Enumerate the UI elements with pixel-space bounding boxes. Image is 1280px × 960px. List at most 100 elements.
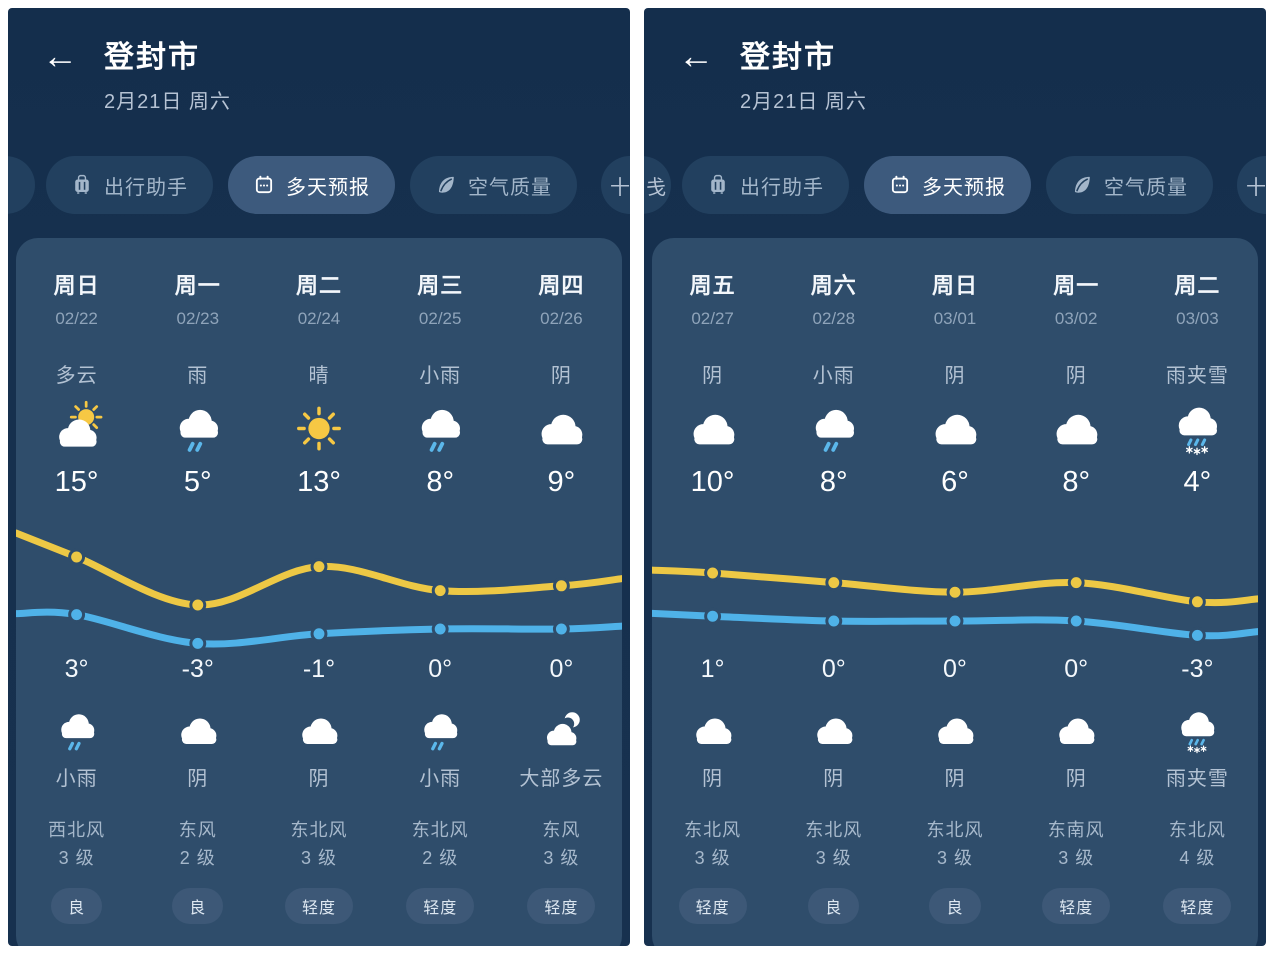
calendar-icon (889, 174, 911, 196)
sunny-icon (258, 398, 379, 456)
aqi-badge: 良 (51, 887, 103, 924)
wind-level: 3 级 (58, 847, 95, 868)
aqi-badge: 轻度 (1163, 887, 1232, 924)
app-header: ← 登封市 2月21日 周六 (644, 8, 1266, 114)
wind-info: 东北风 3 级 (258, 817, 379, 873)
cloudy-icon (1016, 704, 1137, 754)
leaf-icon (435, 174, 457, 196)
tab-travel-assistant[interactable]: 出行助手 (682, 156, 849, 214)
tab-travel-assistant[interactable]: 出行助手 (46, 156, 213, 214)
low-temp: 0° (1064, 655, 1089, 683)
weekday-label: 周三 (417, 273, 464, 298)
temp-point (704, 564, 722, 582)
night-condition-label: 阴 (702, 768, 724, 790)
wind-direction: 东北风 (926, 820, 984, 840)
tab-partial-glyph: 戋 (646, 176, 666, 199)
forecast-card: 周日 周一 周二 周三 周四 02/22 02/23 02/24 02/25 02/26 多云雨晴小… (16, 238, 622, 946)
temperature-chart (16, 515, 622, 655)
back-button[interactable]: ← (42, 38, 78, 74)
temp-point (552, 620, 570, 638)
aqi-cell: 轻度 (652, 887, 773, 924)
aqi-cell: 轻度 (501, 887, 622, 924)
low-temp: 3° (64, 655, 89, 683)
wind-level: 2 级 (179, 847, 216, 868)
date-label: 02/22 (55, 309, 98, 328)
date-label: 02/23 (176, 309, 220, 328)
forecast-card: 周五 周六 周日 周一 周二 02/27 02/28 03/01 03/02 03/03 阴小雨阴阴… (652, 238, 1258, 946)
day-condition-label: 阴 (1065, 365, 1087, 387)
wind-info: 东风 2 级 (137, 817, 258, 873)
wind-level: 3 级 (300, 847, 337, 868)
wind-direction: 西北风 (48, 820, 106, 840)
aqi-cell: 良 (773, 887, 894, 924)
high-temp: 10° (690, 466, 735, 498)
tab-air-quality[interactable]: 空气质量 (1046, 156, 1213, 214)
aqi-badge: 良 (929, 887, 981, 924)
cloudy-icon (652, 398, 773, 456)
day-condition-label: 晴 (308, 365, 330, 387)
low-temp: 1° (700, 655, 725, 683)
back-button[interactable]: ← (678, 38, 714, 74)
high-temp: 13° (297, 466, 341, 498)
leaf-icon (1071, 174, 1093, 196)
cloudy-icon (894, 398, 1015, 456)
low-temp: -3° (181, 655, 214, 683)
weekday-label: 周一 (174, 273, 221, 298)
date-label: 02/28 (812, 309, 856, 328)
date-label: 02/26 (540, 309, 583, 328)
tab-multi-day-forecast[interactable]: 多天预报 (228, 156, 395, 214)
temp-point (704, 607, 722, 625)
temp-point (552, 577, 570, 595)
wind-info: 东北风 4 级 (1137, 817, 1258, 873)
wind-info: 东北风 3 级 (652, 817, 773, 873)
wind-level: 3 级 (1058, 847, 1095, 868)
weekday-label: 周一 (1053, 273, 1100, 298)
wind-level: 3 级 (815, 847, 852, 868)
temperature-chart (652, 515, 1258, 655)
aqi-badge: 轻度 (1042, 887, 1111, 924)
partly-cloudy-night-icon (501, 704, 622, 754)
tabs: 出行助手 多天预报 空气质量 (8, 156, 630, 214)
weekday-label: 周二 (1174, 273, 1221, 298)
back-arrow-icon: ← (678, 35, 714, 76)
temp-point (825, 612, 843, 630)
city-title: 登封市 (104, 41, 200, 74)
night-condition-label: 阴 (1065, 768, 1087, 790)
high-temp: 5° (183, 466, 212, 498)
tab-bar: 出行助手 多天预报 空气质量 十 (8, 156, 630, 214)
back-arrow-icon: ← (42, 35, 78, 76)
weekday-label: 周四 (538, 273, 585, 298)
high-temp: 6° (941, 466, 969, 498)
wind-direction: 东北风 (805, 820, 863, 840)
temp-point (1067, 612, 1085, 630)
aqi-cell: 轻度 (380, 887, 501, 924)
aqi-badge: 轻度 (284, 887, 353, 924)
temp-point (68, 606, 86, 624)
high-temp: 4° (1183, 466, 1212, 498)
wind-direction: 东北风 (290, 820, 348, 840)
app-header: ← 登封市 2月21日 周六 (8, 8, 630, 114)
partly-cloudy-day-icon (16, 398, 137, 456)
temp-point (431, 620, 449, 638)
low-temp: 0° (428, 655, 453, 683)
tab-multi-day-forecast[interactable]: 多天预报 (864, 156, 1031, 214)
tab-air-quality[interactable]: 空气质量 (410, 156, 577, 214)
temp-point (946, 612, 964, 630)
temp-point (1067, 574, 1085, 592)
wind-info: 东北风 3 级 (773, 817, 894, 873)
sleet-icon (1137, 704, 1258, 754)
current-date: 2月21日 周六 (104, 91, 231, 113)
rain-icon (773, 398, 894, 456)
tab-partial-glyph: 十 (1246, 176, 1266, 199)
wind-info: 东南风 3 级 (1016, 817, 1137, 873)
aqi-cell: 轻度 (1137, 887, 1258, 924)
rain-icon (380, 398, 501, 456)
night-condition-label: 阴 (944, 768, 966, 790)
sleet-icon (1137, 398, 1258, 456)
temp-point (189, 634, 207, 652)
weekday-label: 周二 (295, 273, 342, 298)
low-temp: -3° (1181, 655, 1214, 683)
rain-icon (380, 704, 501, 754)
aqi-cell: 良 (137, 887, 258, 924)
night-condition-label: 阴 (308, 768, 330, 790)
